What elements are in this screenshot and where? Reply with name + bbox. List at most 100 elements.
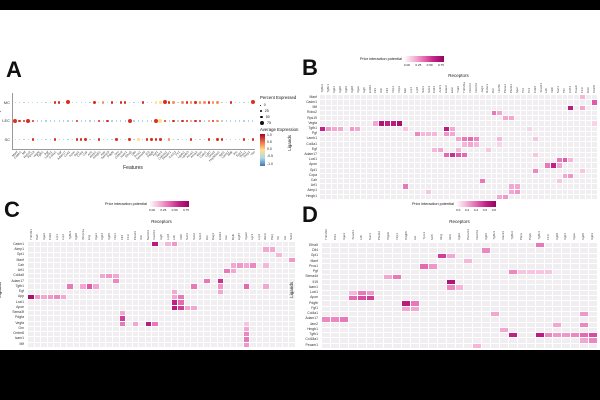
receptor-column-label: Itgb8	[349, 86, 354, 93]
receptor-column-label: Itgb8	[74, 233, 79, 240]
receptor-column-label: Lgr4	[250, 233, 255, 240]
heatmap-cell	[420, 105, 426, 110]
heatmap-cell	[191, 326, 197, 332]
heatmap-cell	[184, 321, 191, 326]
heatmap-cell	[402, 285, 411, 290]
heatmap-cell	[126, 252, 132, 257]
heatmap-cell	[373, 105, 379, 110]
heatmap-cell	[250, 321, 256, 326]
heatmap-cell	[366, 248, 375, 253]
heatmap-cell	[184, 242, 191, 247]
heatmap-cell	[464, 285, 473, 290]
heatmap-cell	[515, 126, 521, 131]
heatmap-cell	[586, 163, 592, 168]
ligand-row-label: Sema3f	[12, 310, 24, 315]
heatmap-cell	[243, 316, 250, 321]
heatmap-cell	[503, 121, 509, 126]
heatmap-cell	[355, 121, 361, 126]
expression-dot	[93, 138, 96, 141]
heatmap-cell	[553, 301, 562, 306]
heatmap-cell	[485, 100, 491, 105]
heatmap-cell	[432, 184, 438, 189]
heatmap-cell	[217, 332, 224, 337]
heatmap-cell	[269, 305, 276, 310]
heatmap-cell	[80, 247, 86, 252]
heatmap-cell	[204, 247, 211, 252]
ligand-row-label: Rps19	[307, 115, 317, 120]
heatmap-c-receptors-label: Receptors	[151, 219, 172, 224]
expression-dot	[71, 120, 74, 122]
heatmap-cell	[485, 194, 491, 199]
expression-dot	[221, 120, 223, 122]
heatmap-cell	[337, 173, 343, 178]
heatmap-cell	[126, 279, 132, 284]
heatmap-cell	[322, 317, 330, 322]
heatmap-cell	[571, 333, 580, 338]
heatmap-cell	[568, 189, 574, 194]
expression-dot	[89, 101, 91, 104]
heatmap-cell	[411, 311, 419, 317]
heatmap-cell	[437, 333, 446, 338]
heatmap-cell	[544, 121, 550, 126]
heatmap-cell	[562, 194, 568, 199]
heatmap-cell	[178, 284, 184, 289]
expression-dot	[62, 138, 65, 141]
heatmap-cell	[80, 342, 86, 347]
heatmap-cell	[197, 252, 204, 257]
ligand-row-label: Tgfb1	[308, 126, 317, 131]
avg-legend-tick: -1.0	[267, 161, 273, 166]
ligand-row-label: Tgfb1	[309, 332, 318, 337]
heatmap-cell	[289, 279, 295, 284]
expression-dot	[128, 101, 131, 104]
heatmap-cell	[521, 126, 527, 131]
heatmap-cell	[41, 337, 47, 342]
heatmap-cell	[589, 264, 597, 269]
heatmap-cell	[375, 264, 384, 269]
heatmap-cell	[497, 126, 503, 131]
heatmap-b-ligands-label: Ligands	[287, 135, 292, 151]
heatmap-cell	[366, 333, 375, 338]
heatmap-cell	[28, 305, 34, 310]
heatmap-cell	[263, 273, 269, 279]
heatmap-cell	[556, 147, 562, 152]
expression-dot	[194, 119, 197, 123]
heatmap-cell	[544, 280, 553, 285]
heatmap-d-colorbar-ticks: 0.0 0.2 0.4 0.6 0.8	[456, 208, 496, 212]
heatmap-cell	[325, 173, 331, 178]
heatmap-cell	[126, 263, 132, 268]
heatmap-cell	[322, 333, 330, 338]
heatmap-d-column-labels: Tnfrsf1b Chl1 Itga3 Scarb1 Ldlr Sort1 Plxnb2 Pl…	[322, 226, 597, 240]
heatmap-cell	[580, 100, 586, 105]
heatmap-cell	[419, 343, 428, 348]
receptor-column-label: Itga6	[41, 233, 46, 240]
heatmap-cell	[473, 152, 479, 157]
heatmap-cell	[550, 105, 556, 110]
heatmap-cell	[437, 317, 446, 322]
heatmap-cell	[544, 311, 553, 317]
heatmap-cell	[256, 321, 263, 326]
heatmap-cell	[132, 284, 139, 289]
heatmap-cell	[250, 273, 256, 279]
heatmap-cell	[384, 338, 393, 343]
receptor-column-label: Tnfrsf1a	[461, 81, 466, 93]
receptor-column-label: Cd44	[432, 85, 437, 93]
heatmap-cell	[165, 242, 171, 247]
heatmap-cell	[456, 137, 461, 142]
heatmap-cell	[473, 301, 482, 306]
heatmap-cell	[80, 273, 86, 279]
heatmap-cell	[574, 184, 580, 189]
heatmap-cell	[178, 321, 184, 326]
heatmap-cell	[508, 280, 517, 285]
heatmap-cell	[556, 163, 562, 168]
heatmap-cell	[348, 290, 357, 295]
heatmap-cell	[515, 105, 521, 110]
heatmap-cell	[256, 316, 263, 321]
heatmap-cell	[515, 116, 521, 121]
heatmap-cell	[426, 184, 432, 189]
heatmap-cell	[444, 194, 450, 199]
heatmap-cell	[592, 131, 597, 136]
heatmap-cell	[250, 242, 256, 247]
heatmap-cell	[348, 338, 357, 343]
expression-dot	[84, 138, 87, 141]
heatmap-cell	[571, 280, 580, 285]
